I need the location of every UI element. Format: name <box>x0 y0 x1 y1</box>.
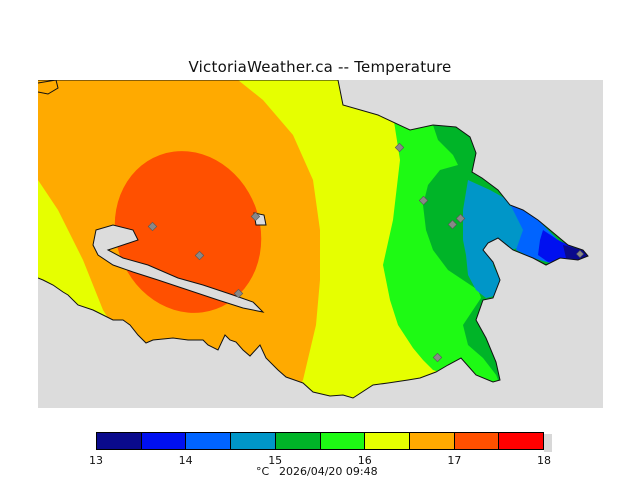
coastline <box>38 80 589 399</box>
colorbar-bin <box>275 433 321 449</box>
station-marker[interactable] <box>576 250 584 258</box>
station-marker[interactable] <box>233 288 244 299</box>
station-marker[interactable] <box>394 142 405 153</box>
colorbar-bin <box>499 433 544 449</box>
legend-units: °C <box>256 465 270 478</box>
colorbar-bin <box>97 433 142 449</box>
colorbar-bin <box>231 433 276 449</box>
colorbar-tick-label: 17 <box>447 454 462 467</box>
colorbar-tick-label: 18 <box>537 454 551 467</box>
inlet-water <box>92 224 265 313</box>
map-title: VictoriaWeather.ca -- Temperature <box>188 58 452 76</box>
station-marker[interactable] <box>455 213 466 224</box>
station-marker[interactable] <box>418 195 429 206</box>
station-marker[interactable] <box>147 221 158 232</box>
temperature-colorbar <box>96 432 544 450</box>
station-marker[interactable] <box>194 250 205 261</box>
station-marker[interactable] <box>432 352 443 363</box>
colorbar-bin <box>141 433 187 449</box>
colorbar-tick-label: 16 <box>357 454 372 467</box>
colorbar-tick-label: 14 <box>178 454 193 467</box>
colorbar-bin <box>365 433 410 449</box>
station-marker[interactable] <box>250 211 261 222</box>
colorbar-bin <box>409 433 455 449</box>
temperature-map <box>38 80 603 408</box>
coastline-corner <box>38 80 59 95</box>
legend-timestamp: 2026/04/20 09:48 <box>279 465 378 478</box>
colorbar-shadow <box>544 434 552 452</box>
colorbar-bin <box>320 433 366 449</box>
colorbar-tick-label: 13 <box>89 454 103 467</box>
weather-stations <box>147 142 584 363</box>
colorbar-bin <box>186 433 232 449</box>
colorbar-tick-label: 15 <box>268 454 283 467</box>
colorbar-bin <box>454 433 500 449</box>
station-marker[interactable] <box>447 219 458 230</box>
